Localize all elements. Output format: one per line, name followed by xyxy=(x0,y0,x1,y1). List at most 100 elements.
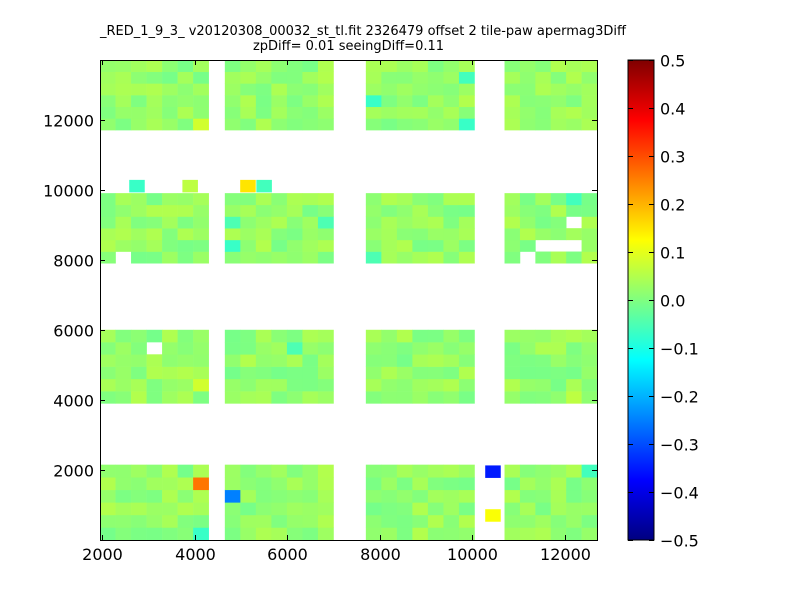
heatmap-cell xyxy=(162,193,178,206)
heatmap-cell xyxy=(443,464,460,478)
heatmap-cell xyxy=(443,354,460,367)
heatmap-cell xyxy=(271,378,288,392)
heatmap-cell xyxy=(177,95,194,108)
heatmap-cell xyxy=(240,251,257,264)
heatmap-cell xyxy=(286,106,303,119)
heatmap-cell xyxy=(302,329,319,343)
heatmap-cell xyxy=(115,464,132,478)
heatmap-cell xyxy=(566,118,582,131)
heatmap-cell xyxy=(458,83,475,96)
heatmap-cell xyxy=(504,354,521,367)
heatmap-cell xyxy=(458,502,475,516)
heatmap-cell xyxy=(193,251,209,264)
heatmap-cell xyxy=(182,179,198,193)
heatmap-cell xyxy=(581,477,598,491)
heatmap-cell xyxy=(177,329,194,343)
heatmap-cell xyxy=(412,502,429,516)
heatmap-cell xyxy=(550,193,567,206)
heatmap-cell xyxy=(550,464,567,478)
heatmap-cell xyxy=(443,193,460,206)
heatmap-cell xyxy=(224,464,241,478)
heatmap-cell xyxy=(146,228,163,241)
heatmap-cell xyxy=(381,477,398,491)
heatmap-cell xyxy=(581,193,598,206)
heatmap-cell xyxy=(146,489,163,503)
heatmap-cell xyxy=(381,204,398,217)
heatmap-cell xyxy=(550,342,567,355)
heatmap-cell xyxy=(317,489,334,503)
heatmap-cell xyxy=(240,502,257,516)
heatmap-cell xyxy=(519,60,536,72)
heatmap-cell xyxy=(224,239,241,252)
heatmap-cell xyxy=(412,378,429,392)
heatmap-cell xyxy=(550,391,567,404)
heatmap-cell xyxy=(365,514,382,528)
heatmap-cell xyxy=(365,489,382,503)
heatmap-cell xyxy=(566,95,582,108)
heatmap-cell xyxy=(131,95,147,108)
heatmap-cell xyxy=(566,378,582,392)
heatmap-cell xyxy=(177,204,194,217)
heatmap-cell xyxy=(286,228,303,241)
heatmap-cell xyxy=(443,118,460,131)
heatmap-cell xyxy=(255,489,272,503)
heatmap-cell xyxy=(193,489,209,503)
heatmap-cell xyxy=(131,489,147,503)
heatmap-cell xyxy=(146,60,163,72)
heatmap-cell xyxy=(317,251,334,264)
heatmap-cell xyxy=(396,83,413,96)
heatmap-cell xyxy=(396,228,413,241)
heatmap-cell xyxy=(131,193,147,206)
heatmap-cell xyxy=(412,354,429,367)
heatmap-cell xyxy=(581,502,598,516)
heatmap-cell xyxy=(271,193,288,206)
heatmap-cell xyxy=(177,464,194,478)
heatmap-cell xyxy=(100,71,116,84)
x-tick-label: 12000 xyxy=(540,545,591,564)
heatmap-cell xyxy=(550,489,567,503)
heatmap-cell xyxy=(255,354,272,367)
heatmap-cell xyxy=(317,502,334,516)
heatmap-cell xyxy=(100,228,116,241)
heatmap-cell xyxy=(193,106,209,119)
heatmap-cell xyxy=(396,329,413,343)
heatmap-cell xyxy=(255,71,272,84)
heatmap-cell xyxy=(193,95,209,108)
heatmap-cell xyxy=(115,329,132,343)
heatmap-cell xyxy=(240,342,257,355)
heatmap-cell xyxy=(131,502,147,516)
heatmap-cell xyxy=(504,342,521,355)
heatmap-cell xyxy=(365,378,382,392)
heatmap-cell xyxy=(412,329,429,343)
heatmap-cell xyxy=(504,527,521,541)
heatmap-cell xyxy=(581,489,598,503)
heatmap-cell xyxy=(396,366,413,380)
heatmap-cell xyxy=(271,514,288,528)
heatmap-cell xyxy=(443,251,460,264)
heatmap-cell xyxy=(535,106,552,119)
heatmap-cell xyxy=(566,60,582,72)
heatmap-cell xyxy=(396,342,413,355)
heatmap-cell xyxy=(504,378,521,392)
heatmap-cell xyxy=(396,502,413,516)
heatmap-cell xyxy=(317,204,334,217)
heatmap-cell xyxy=(240,366,257,380)
heatmap-cell xyxy=(458,204,475,217)
heatmap-cell xyxy=(412,95,429,108)
heatmap-cell xyxy=(550,329,567,343)
heatmap-cell xyxy=(100,251,116,264)
heatmap-cell xyxy=(412,464,429,478)
heatmap-cell xyxy=(100,193,116,206)
heatmap-cell xyxy=(519,228,536,241)
heatmap-cell xyxy=(365,228,382,241)
colorbar-tick-label: −0.2 xyxy=(660,388,699,407)
heatmap-cell xyxy=(162,228,178,241)
heatmap-cell xyxy=(504,502,521,516)
heatmap-cell xyxy=(427,228,444,241)
heatmap-cell xyxy=(519,329,536,343)
heatmap-cell xyxy=(271,95,288,108)
heatmap-cell xyxy=(240,228,257,241)
heatmap-cell xyxy=(100,477,116,491)
colorbar-tick-label: −0.1 xyxy=(660,340,699,359)
heatmap-cell xyxy=(224,391,241,404)
